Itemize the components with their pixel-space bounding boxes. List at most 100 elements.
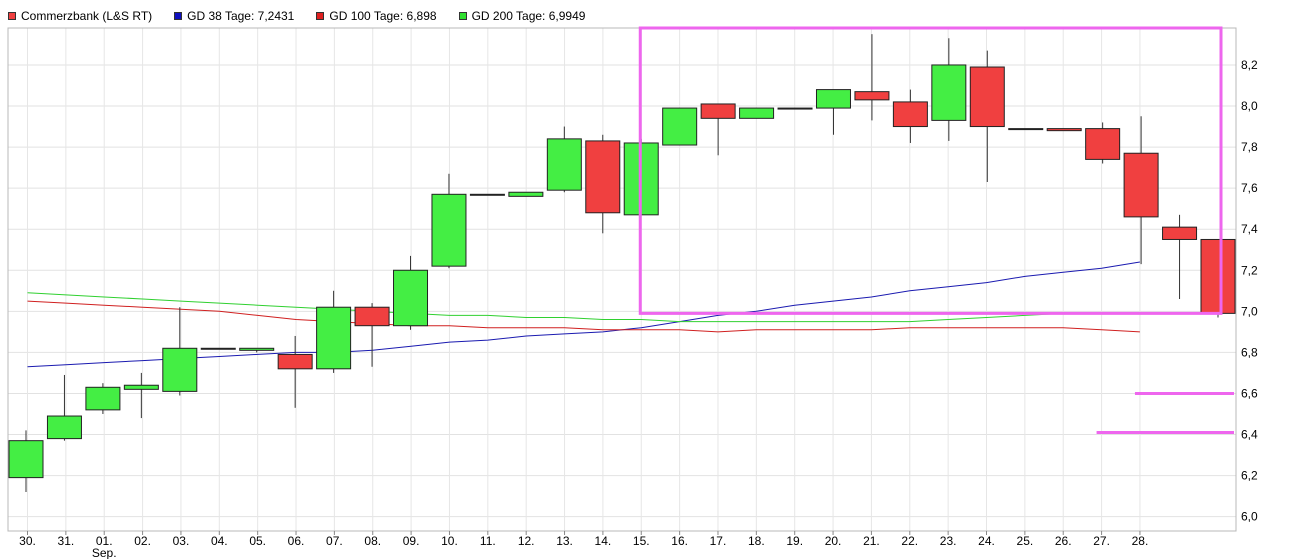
plot-frame	[7, 27, 1237, 532]
candle-body	[892, 101, 928, 128]
x-tick-label: 09.	[403, 534, 420, 548]
candle	[662, 107, 698, 146]
candles	[8, 34, 1236, 492]
x-tick-label: 20.	[825, 534, 842, 548]
chart-legend: Commerzbank (L&S RT) GD 38 Tage: 7,2431 …	[8, 8, 607, 24]
candle-body	[815, 89, 851, 109]
ma-line	[27, 300, 1140, 333]
candle	[431, 173, 467, 269]
y-tick-label: 6,0	[1241, 510, 1258, 524]
legend-swatch-ma38	[174, 12, 183, 20]
x-tick-label: 13.	[556, 534, 573, 548]
x-tick-label: 30.	[19, 534, 36, 548]
y-tick-label: 7,8	[1241, 140, 1258, 154]
y-axis: 6,0 6,2 6,4 6,6 6,8 7,0 7,2 7,4 7,6 7,8 8,0 8,2	[1241, 58, 1258, 524]
x-tick-label: 02.	[134, 534, 151, 548]
candle-body	[969, 66, 1005, 128]
candle	[469, 193, 505, 196]
candle	[1200, 238, 1236, 318]
x-tick-label: 07.	[326, 534, 343, 548]
candle	[1046, 128, 1082, 132]
x-month-label: Sep.	[92, 546, 117, 559]
candle-body	[508, 191, 544, 197]
candle	[277, 335, 313, 408]
candle	[1085, 122, 1121, 164]
ma-line	[27, 261, 1140, 368]
candle-body	[46, 415, 82, 440]
legend-item-ma100[interactable]: GD 100 Tage: 6,898	[316, 9, 437, 23]
candle	[354, 303, 390, 367]
candle-body	[1123, 152, 1159, 218]
legend-item-ma38[interactable]: GD 38 Tage: 7,2431	[174, 9, 294, 23]
x-tick-label: 01.	[96, 534, 113, 548]
candle	[508, 191, 544, 197]
candle-body	[777, 107, 813, 110]
x-tick-label: 12.	[518, 534, 535, 548]
candle-body	[1046, 128, 1082, 132]
x-tick-label: 17.	[710, 534, 727, 548]
candle-body	[316, 306, 352, 370]
candle-body	[854, 91, 890, 101]
x-tick-label: 10.	[441, 534, 458, 548]
x-tick-label: 31.	[58, 534, 75, 548]
x-tick-label: 15.	[633, 534, 650, 548]
candle-body	[431, 193, 467, 267]
candle	[585, 134, 621, 234]
x-axis: 30. 31. 01. 02. 03. 04. 05. 06. 07. 08. 09. 10. 11. 1…	[19, 531, 1148, 559]
y-tick-label: 7,0	[1241, 304, 1258, 318]
y-tick-label: 6,2	[1241, 469, 1258, 483]
moving-average-lines	[27, 261, 1140, 368]
candle	[239, 347, 275, 353]
ma-line	[27, 292, 1140, 323]
x-tick-label: 28.	[1132, 534, 1149, 548]
x-tick-label: 18.	[748, 534, 765, 548]
candle	[700, 103, 736, 156]
candle	[85, 383, 121, 414]
y-tick-label: 6,4	[1241, 428, 1258, 442]
candle	[854, 34, 890, 121]
x-tick-label: 21.	[863, 534, 880, 548]
legend-label-ma38: GD 38 Tage: 7,2431	[187, 9, 295, 23]
candle	[931, 38, 967, 141]
candle-body	[1200, 238, 1236, 314]
candle-body	[1162, 226, 1198, 240]
candle	[739, 107, 775, 119]
candle-body	[585, 140, 621, 214]
y-tick-label: 7,4	[1241, 222, 1258, 236]
y-tick-label: 7,2	[1241, 263, 1258, 277]
candle-body	[739, 107, 775, 119]
candle	[8, 430, 44, 492]
candle-body	[8, 440, 44, 479]
candle-body	[393, 269, 429, 327]
candle-body	[662, 107, 698, 146]
candle	[892, 89, 928, 143]
candle	[393, 255, 429, 330]
x-tick-label: 22.	[901, 534, 918, 548]
legend-item-price[interactable]: Commerzbank (L&S RT)	[8, 9, 152, 23]
x-tick-label: 16.	[671, 534, 688, 548]
legend-label-ma100: GD 100 Tage: 6,898	[329, 9, 437, 23]
x-tick-label: 11.	[480, 534, 496, 548]
candle-body	[354, 306, 390, 327]
candle-body	[469, 193, 505, 196]
x-tick-label: 24.	[978, 534, 995, 548]
candle-body	[700, 103, 736, 119]
candle	[546, 126, 582, 193]
candle-body	[200, 347, 236, 350]
candle	[316, 290, 352, 373]
highlight-box	[638, 26, 1223, 315]
candle	[969, 50, 1005, 182]
x-tick-label: 08.	[364, 534, 381, 548]
candle-body	[277, 353, 313, 370]
candle	[162, 307, 198, 396]
candle-body	[1008, 128, 1044, 131]
y-tick-label: 8,2	[1241, 58, 1258, 72]
candle-body	[85, 386, 121, 411]
chart-grid	[8, 28, 1236, 531]
candle	[1008, 128, 1044, 131]
candle-body	[123, 384, 159, 390]
x-tick-label: 03.	[173, 534, 190, 548]
legend-item-ma200[interactable]: GD 200 Tage: 6,9949	[458, 9, 585, 23]
candle-body	[931, 64, 967, 121]
